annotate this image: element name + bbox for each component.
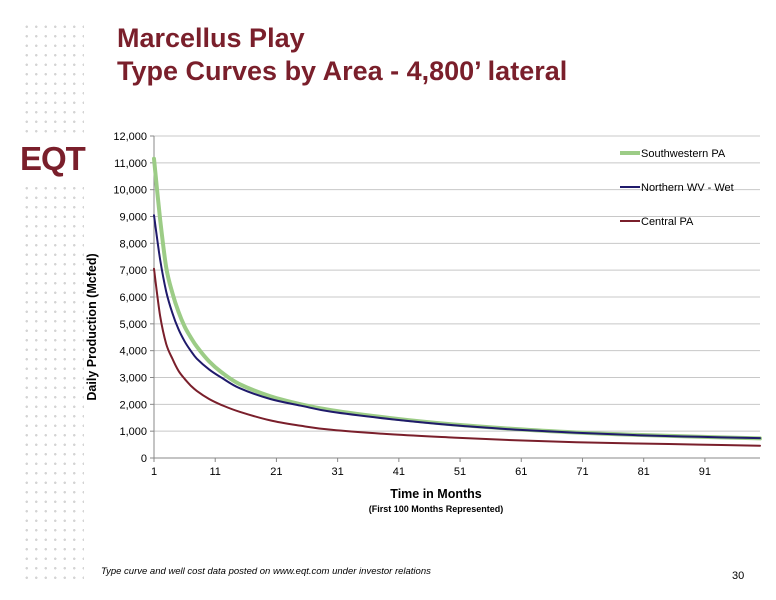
x-tick-label: 31 [332,466,344,478]
y-tick-label: 9,000 [119,212,147,224]
company-logo: EQT [20,140,86,177]
dot-pattern-decoration [22,22,84,582]
y-tick-label: 5,000 [119,319,147,331]
y-tick-label: 7,000 [119,265,147,277]
grid-lines [154,135,760,432]
x-tick-label: 71 [576,466,588,478]
y-axis-label: Daily Production (Mcfed) [85,253,99,400]
x-tick-label: 11 [210,466,221,478]
logo-background [14,138,92,180]
legend-label: Southwestern PA [641,148,726,160]
title-line-2: Type Curves by Area - 4,800’ lateral [117,56,568,86]
series-line-central-pa [153,267,761,447]
x-tick-label: 81 [638,466,650,478]
legend-label: Northern WV - Wet [641,182,734,194]
y-tick-label: 3,000 [119,373,147,385]
title-line-1: Marcellus Play [117,23,305,53]
y-tick-label: 8,000 [119,238,147,250]
x-axis-label: Time in Months [390,487,481,501]
x-tick-label: 21 [270,466,282,478]
y-tick-label: 1,000 [119,426,147,438]
series-line-northern-wv-wet [153,214,761,440]
legend-label: Central PA [641,216,694,228]
footnote: Type curve and well cost data posted on … [101,566,431,577]
page-number: 30 [732,570,745,582]
y-tick-label: 10,000 [113,185,147,197]
x-tick-label: 61 [515,466,527,478]
y-tick-label: 11,000 [114,158,147,170]
y-axis-ticks: 0 1,000 2,000 3,000 4,000 5,000 6,000 7,000 8,00… [113,131,154,465]
slide-title: Marcellus Play Type Curves by Area - 4,8… [117,22,567,88]
x-tick-label: 91 [699,466,711,478]
x-tick-label: 51 [454,466,466,478]
x-tick-label: 1 [151,466,157,478]
x-tick-label: 41 [393,466,405,478]
y-tick-label: 12,000 [113,131,147,143]
x-axis-sublabel: (First 100 Months Represented) [369,504,504,514]
series-line-southwestern-pa [152,156,762,441]
y-tick-label: 2,000 [119,399,147,411]
x-axis-ticks: 1 11 21 31 41 51 61 71 81 91 [151,458,711,478]
series-lines [152,156,762,447]
y-tick-label: 4,000 [119,346,147,358]
y-tick-label: 0 [141,453,147,465]
chart-legend: Southwestern PA Northern WV - Wet Central … [620,148,734,228]
y-tick-label: 6,000 [119,292,147,304]
